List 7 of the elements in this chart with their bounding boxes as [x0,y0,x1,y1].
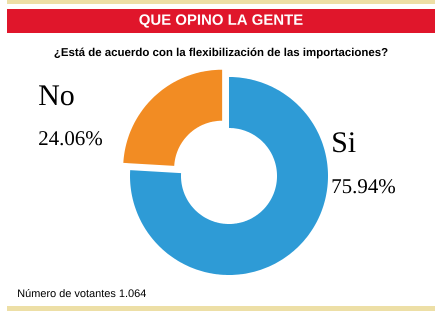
text: Número de votantes 1.064 [18,288,146,298]
slice-label: No [39,85,74,106]
data-label: 75.94% [332,179,395,194]
slice-label: Si [333,132,356,152]
data-label: 24.06% [39,131,102,146]
chart-subtitle: ¿Está de acuerdo con la flexibilización de las importaciones? [54,48,388,58]
chart-title: QUE OPINO LA GENTE [139,14,303,28]
